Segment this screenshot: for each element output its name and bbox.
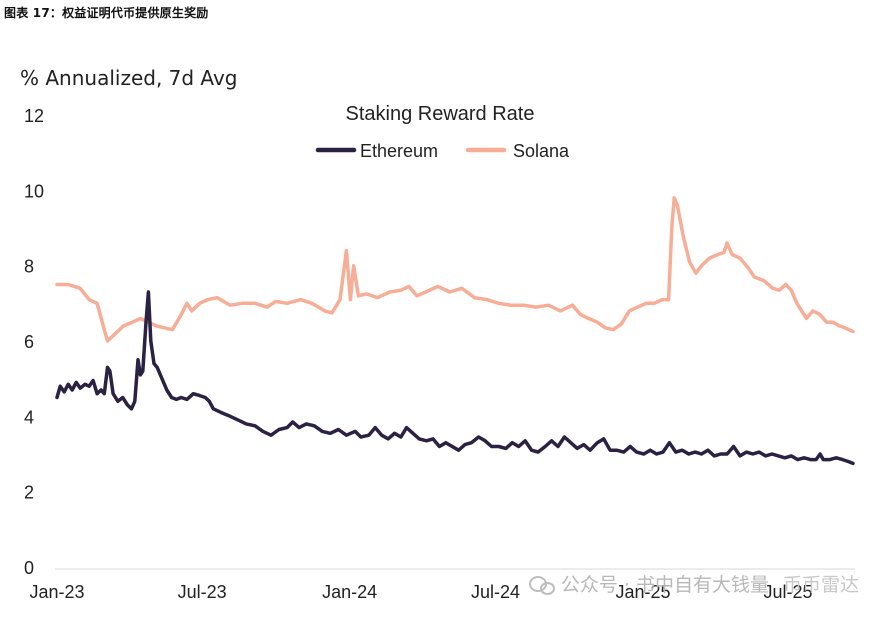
chart-title: Staking Reward Rate xyxy=(346,103,535,125)
x-tick-label: Jan-24 xyxy=(322,582,377,602)
watermark-text: 公众号 · 书中自有大钱量 xyxy=(560,574,769,596)
legend-label-ethereum: Ethereum xyxy=(360,141,438,161)
watermark: 公众号 · 书中自有大钱量 币币雷达 xyxy=(528,570,859,597)
x-tick-label: Jan-23 xyxy=(29,582,84,602)
y-tick-label: 2 xyxy=(24,483,34,503)
x-tick-label: Jan-25 xyxy=(615,582,670,602)
series-group xyxy=(55,196,855,466)
x-tick-label: Jul-23 xyxy=(178,582,227,602)
x-tick-label: Jul-25 xyxy=(764,582,813,602)
series-line-ethereum xyxy=(55,290,855,466)
series-line-solana xyxy=(55,196,855,343)
y-tick-label: 10 xyxy=(24,181,44,201)
legend-label-solana: Solana xyxy=(513,141,570,161)
watermark-brand: 币币雷达 xyxy=(782,574,859,596)
y-tick-label: 0 xyxy=(24,558,34,578)
wechat-icon xyxy=(528,574,555,595)
figure-caption: 图表 17：权益证明代币提供原生奖励 xyxy=(4,6,209,20)
x-tick-label: Jul-24 xyxy=(471,582,520,602)
y-axis-ticks: 0 2 4 6 8 10 12 xyxy=(24,106,44,578)
y-tick-label: 6 xyxy=(24,332,34,352)
y-tick-label: 12 xyxy=(24,106,44,126)
y-axis-label: % Annualized, 7d Avg xyxy=(20,66,238,90)
legend: Ethereum Solana xyxy=(315,141,570,161)
y-tick-label: 8 xyxy=(24,257,34,277)
y-tick-label: 4 xyxy=(24,407,34,427)
x-axis-ticks: Jan-23 Jul-23 Jan-24 Jul-24 Jan-25 Jul-25 xyxy=(29,582,812,602)
